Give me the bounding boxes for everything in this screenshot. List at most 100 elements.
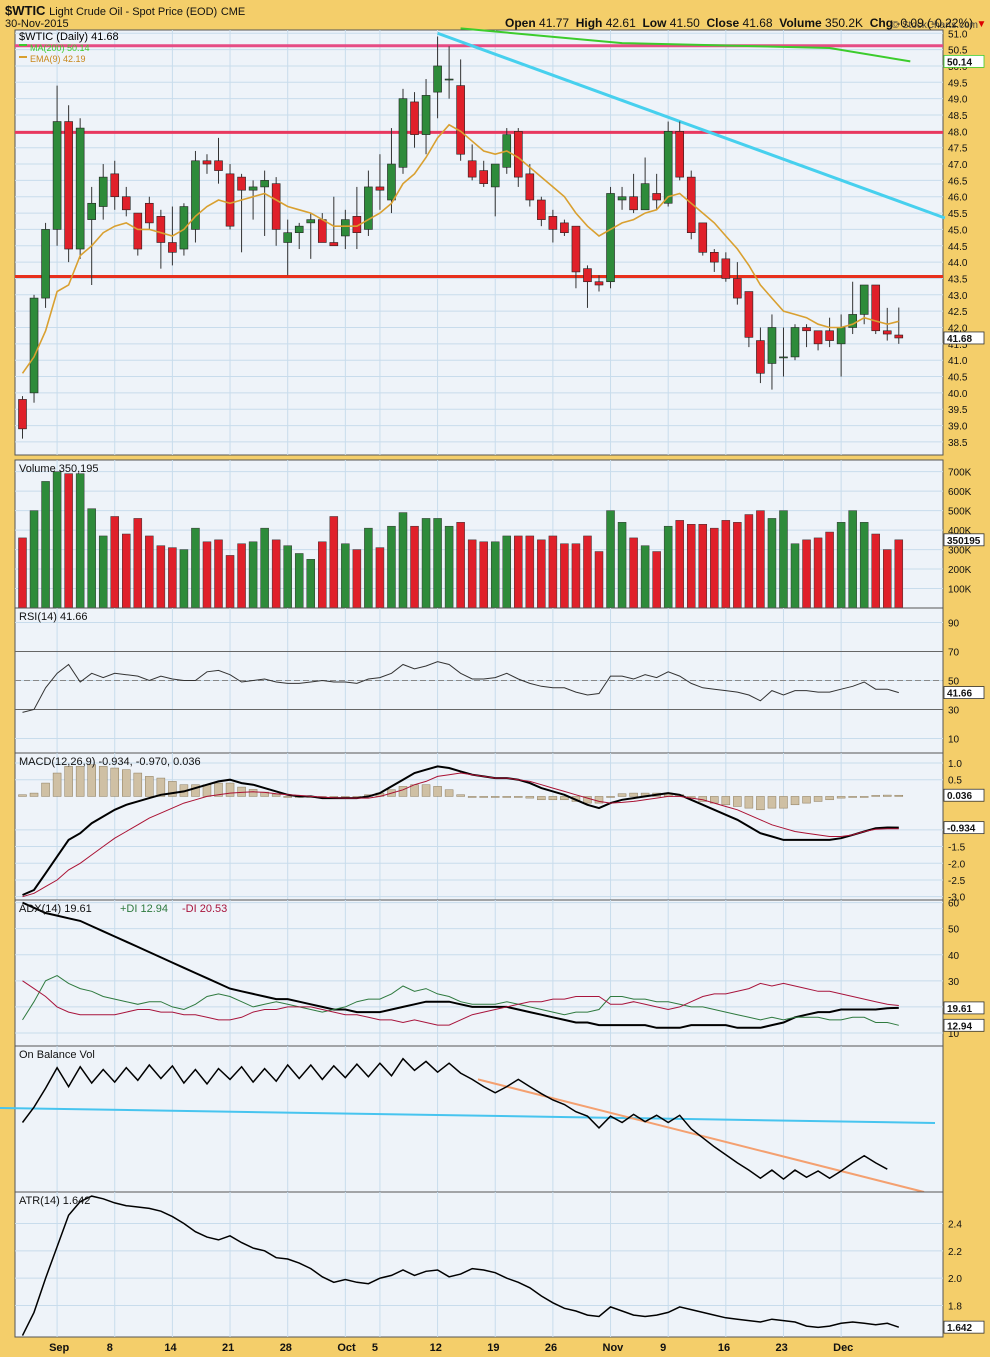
macd-last-label-box	[943, 821, 985, 835]
candle-body	[110, 173, 120, 198]
macd-histogram-bar	[502, 796, 512, 798]
volume-y-tick-label: 700K	[948, 468, 972, 479]
volume-bar	[202, 541, 212, 609]
candle-body	[859, 284, 869, 315]
candle-body	[271, 183, 281, 230]
candle-body	[721, 258, 731, 279]
macd-legend: MACD(12,26,9) -0.934, -0.970, 0.036	[19, 756, 201, 768]
bottom-x-tick-label: 21	[222, 1342, 234, 1354]
volume-y-tick-label: 300K	[948, 546, 972, 557]
macd-hist-last-label-box	[943, 788, 985, 802]
atr-y-tick-label: 1.8	[948, 1302, 962, 1313]
plus-di-legend: +DI 12.94	[120, 903, 168, 915]
macd-y-tick-label: 1.0	[948, 759, 962, 770]
rsi-line	[22, 661, 899, 713]
volume-bar	[594, 551, 604, 609]
macd-histogram-bar	[813, 796, 823, 802]
chart-date: 30-Nov-2015	[5, 18, 69, 30]
candle-body	[456, 85, 465, 155]
price-y-tick-label: 40.5	[948, 373, 968, 384]
adx-last-label-box	[943, 1001, 985, 1015]
volume-bar	[663, 525, 673, 609]
volume-bar	[41, 481, 50, 609]
bottom-x-tick-label: 14	[164, 1342, 177, 1354]
atr-y-tick-label: 2.4	[948, 1219, 962, 1230]
macd-histogram-bar	[802, 796, 811, 804]
macd-y-tick-label: -2.5	[948, 876, 966, 887]
ma200-line	[460, 27, 911, 63]
candle-body	[87, 202, 96, 220]
atr-y-tick-label: 2.0	[948, 1274, 962, 1285]
volume-bar	[133, 518, 143, 609]
price-y-tick-label: 46.5	[948, 176, 968, 187]
volume-bar	[675, 520, 684, 609]
candle-body	[560, 222, 569, 233]
candle-body	[709, 252, 719, 263]
volume-bar	[710, 527, 719, 609]
price-y-tick-label: 47.5	[948, 144, 968, 155]
bottom-x-tick-label: 16	[718, 1342, 730, 1354]
adx-y-tick-label: 10	[948, 1029, 960, 1040]
volume-y-tick-label: 200K	[948, 565, 972, 576]
volume-bar	[629, 537, 638, 609]
volume-y-tick-label: 600K	[948, 487, 972, 498]
price-legend-main: $WTIC (Daily) 41.68	[19, 31, 119, 43]
adx-adx-line	[22, 901, 899, 1029]
price-y-tick-label: 40.0	[948, 389, 968, 400]
adx-y-tick-label: 60	[948, 899, 960, 910]
candle-body	[225, 173, 235, 227]
candle-body	[513, 131, 523, 178]
candle-body	[779, 356, 788, 359]
bottom-x-tick-label: Sep	[49, 1342, 69, 1354]
candle-body	[133, 212, 143, 250]
candle-body	[790, 327, 800, 358]
volume-bar	[767, 518, 777, 609]
volume-bar	[318, 541, 327, 609]
plus-di-last-label: 12.94	[947, 1021, 972, 1032]
bottom-x-tick-label: 8	[107, 1342, 113, 1354]
macd-histogram-bar	[421, 784, 431, 797]
volume-bar	[237, 543, 246, 609]
adx-y-tick-label: 50	[948, 925, 960, 936]
price-y-tick-label: 51.0	[948, 29, 968, 40]
candle-body	[629, 196, 638, 211]
volume-bar	[64, 473, 73, 609]
bottom-x-tick-label: 9	[660, 1342, 666, 1354]
volume-bar	[87, 508, 96, 609]
candle-body	[375, 186, 385, 191]
candle-body	[733, 278, 742, 299]
volume-bar	[341, 543, 350, 609]
candle-body	[364, 186, 373, 230]
volume-bar	[75, 473, 85, 609]
exchange: CME	[220, 6, 246, 18]
volume-bar	[168, 547, 177, 609]
macd-histogram-bar	[606, 796, 615, 798]
macd-histogram-bar	[836, 796, 846, 799]
volume-bar	[18, 537, 27, 609]
symbol: $WTIC	[5, 3, 46, 18]
candle-body	[283, 232, 292, 243]
price-y-tick-label: 42.5	[948, 307, 968, 318]
macd-histogram-bar	[110, 767, 119, 797]
close-value: 41.68	[742, 16, 773, 30]
atr-line	[21, 1195, 900, 1336]
candle-body	[836, 327, 846, 345]
bottom-x-tick-label: Dec	[833, 1342, 853, 1354]
atr-last-label: 1.642	[947, 1323, 972, 1334]
candle-body	[52, 121, 62, 230]
bottom-x-tick-label: 12	[430, 1342, 442, 1354]
macd-histogram-bar	[825, 796, 834, 801]
macd-histogram-bar	[75, 766, 85, 797]
open-value: 41.77	[539, 16, 570, 30]
adx-di-line	[22, 975, 899, 1026]
rsi-last-label-box	[943, 686, 985, 699]
bottom-x-tick-label: Nov	[603, 1342, 625, 1354]
candle-body	[191, 160, 200, 230]
volume-bar	[652, 551, 661, 609]
macd-y-tick-label: 0.5	[948, 776, 962, 787]
candle-body	[744, 291, 754, 338]
macd-histogram-bar	[398, 786, 408, 797]
volume-legend: Volume 350,195	[19, 463, 99, 475]
obv-legend: On Balance Vol	[19, 1049, 95, 1061]
bottom-x-tick-label: 26	[545, 1342, 557, 1354]
